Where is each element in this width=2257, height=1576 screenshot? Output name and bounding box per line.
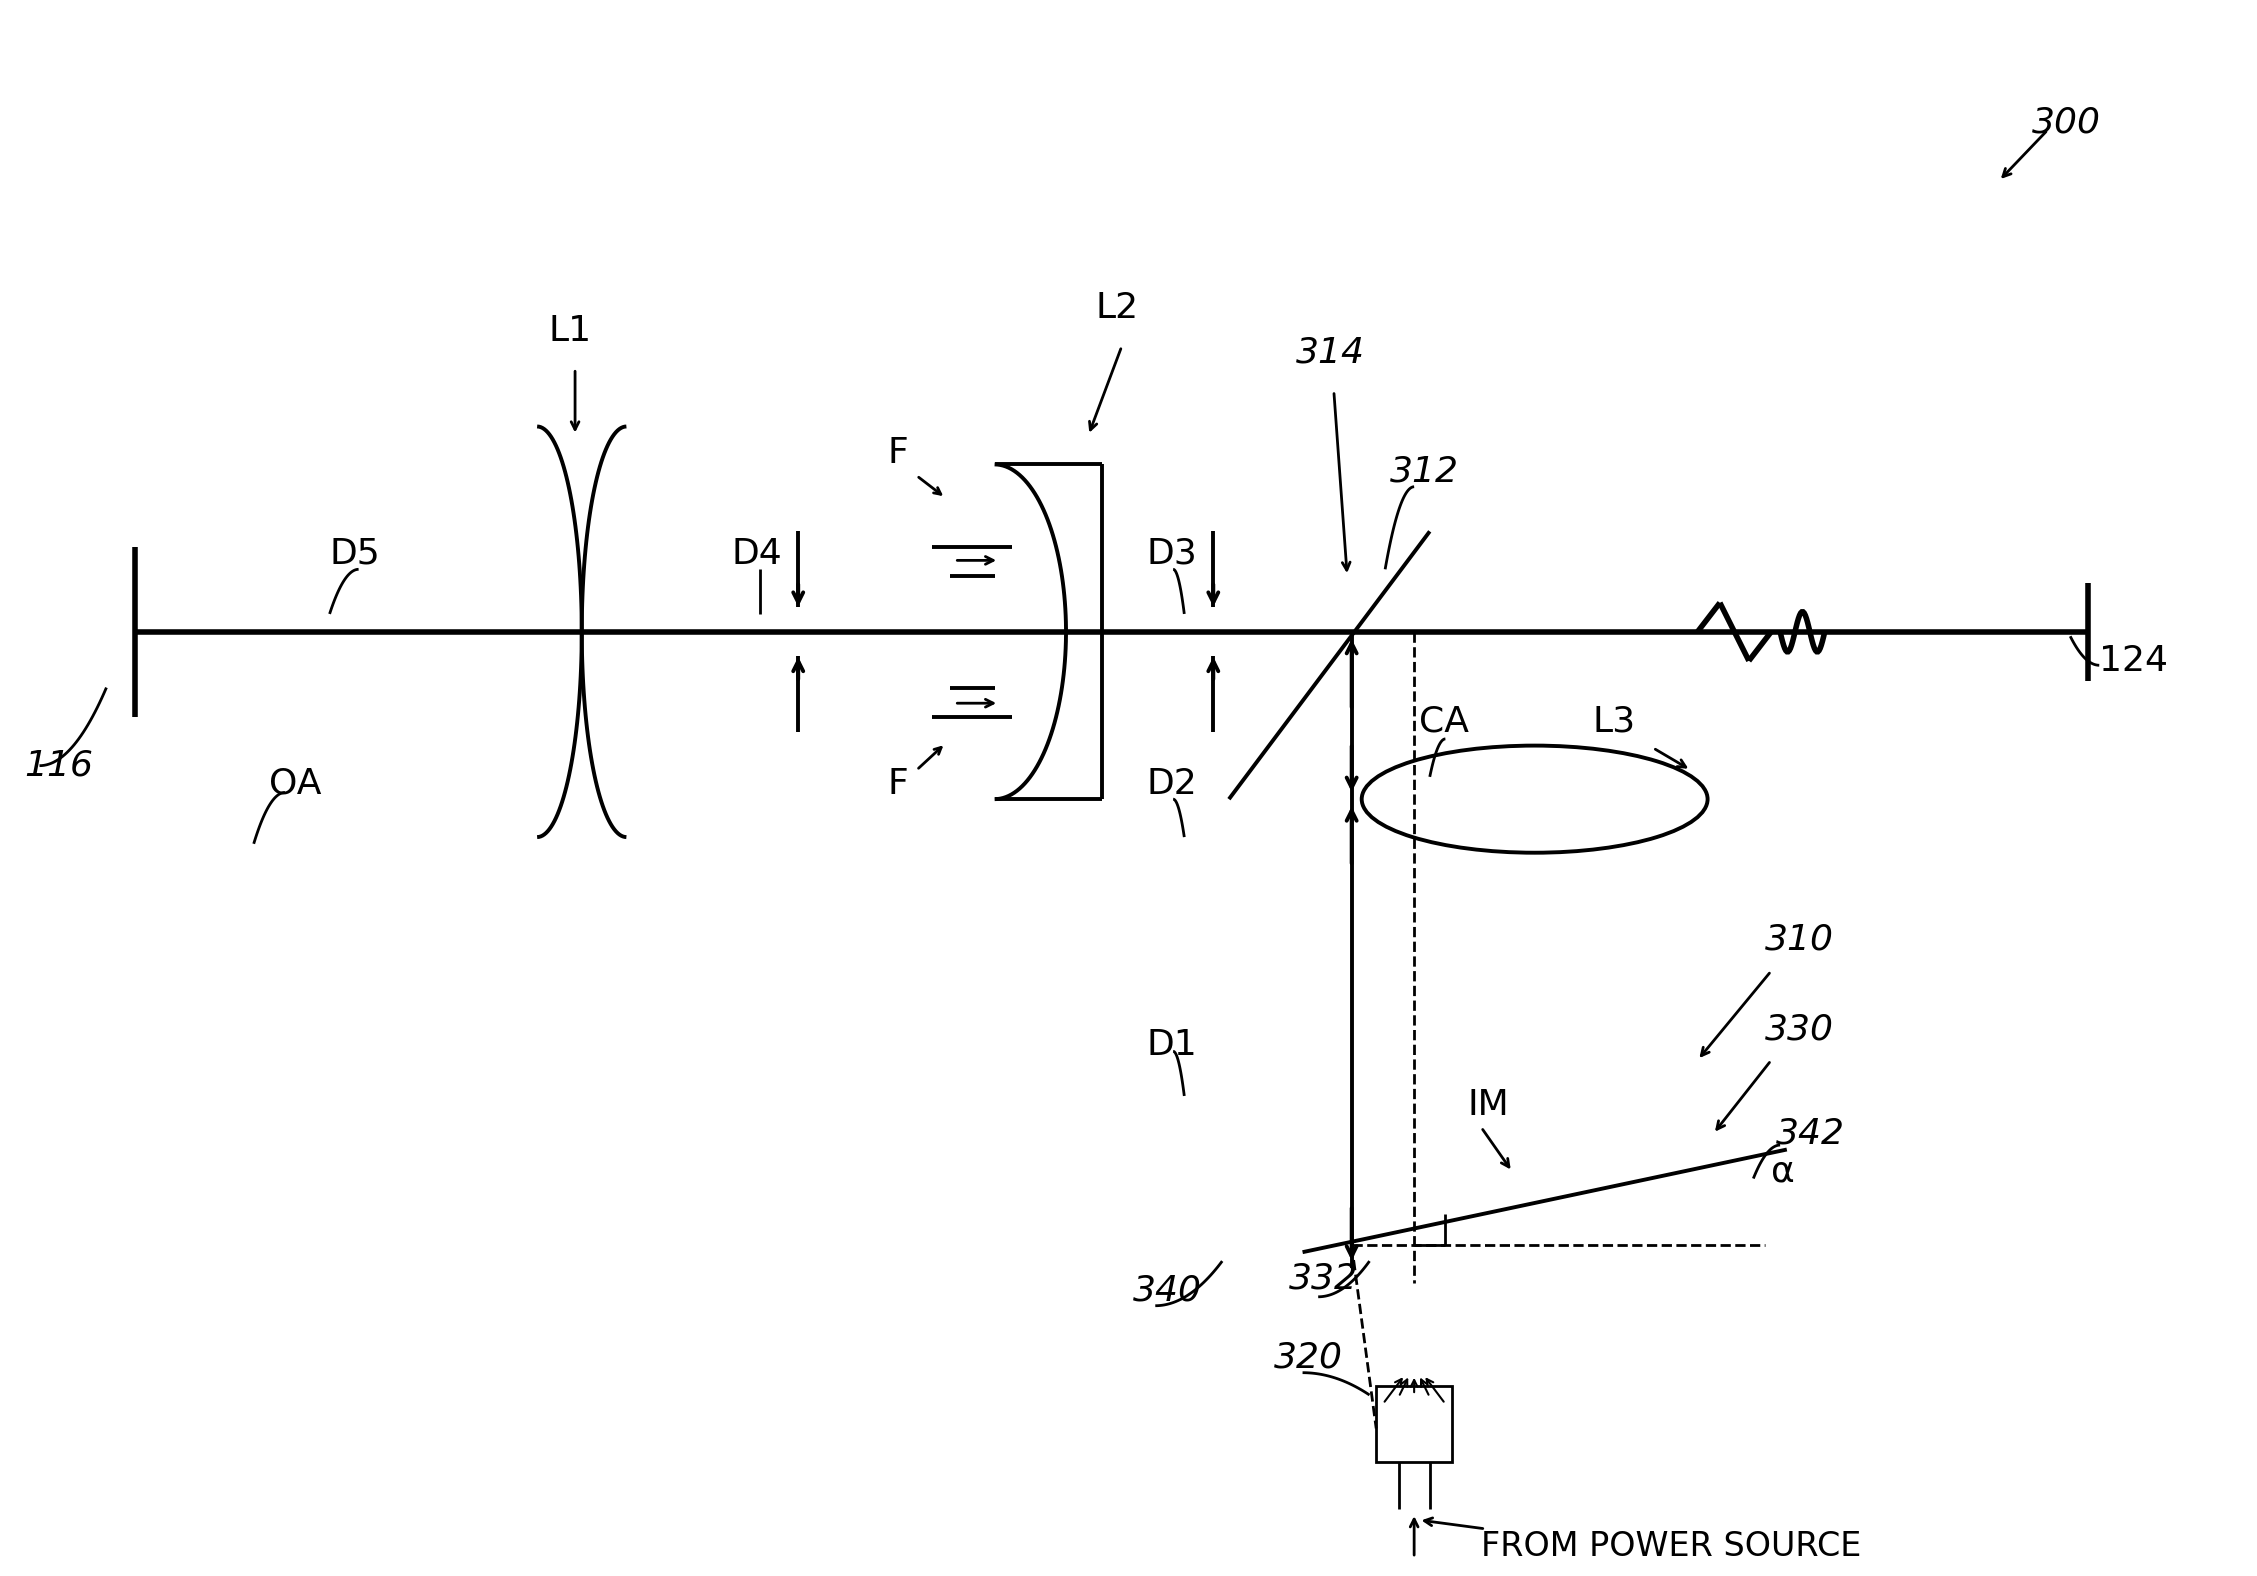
Text: 320: 320 (1273, 1340, 1343, 1374)
Text: 312: 312 (1390, 454, 1458, 489)
Text: OA: OA (269, 766, 323, 801)
Text: 342: 342 (1776, 1117, 1844, 1150)
Text: IM: IM (1467, 1087, 1510, 1122)
Text: 332: 332 (1289, 1262, 1359, 1295)
Text: D1: D1 (1147, 1028, 1196, 1062)
Text: 124: 124 (2099, 645, 2169, 678)
Text: 310: 310 (1765, 922, 1833, 957)
Text: D5: D5 (330, 537, 381, 571)
Text: L2: L2 (1095, 292, 1138, 325)
Text: 330: 330 (1765, 1012, 1833, 1046)
Text: L1: L1 (548, 314, 591, 348)
Text: F: F (887, 766, 907, 801)
Text: F: F (887, 437, 907, 470)
Text: FROM POWER SOURCE: FROM POWER SOURCE (1481, 1530, 1862, 1563)
Text: D2: D2 (1147, 766, 1196, 801)
Text: 300: 300 (2031, 106, 2101, 140)
Text: L3: L3 (1593, 704, 1636, 738)
Text: D3: D3 (1147, 537, 1196, 571)
Text: α: α (1772, 1155, 1794, 1188)
Text: CA: CA (1420, 704, 1469, 738)
Text: 314: 314 (1296, 336, 1365, 370)
Text: 116: 116 (25, 749, 93, 783)
Text: D4: D4 (731, 537, 781, 571)
Text: 340: 340 (1133, 1273, 1203, 1307)
